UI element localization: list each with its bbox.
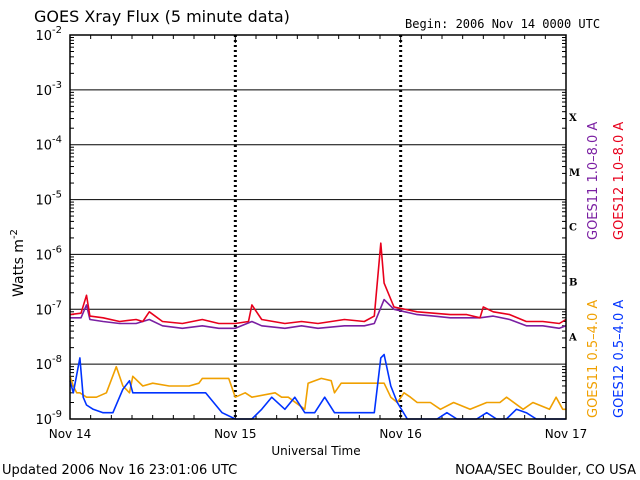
y-tick-label: 10-7 bbox=[35, 299, 62, 318]
y-tick-base: 10 bbox=[35, 194, 52, 209]
y-tick-exponent: -2 bbox=[52, 25, 62, 36]
y-tick-labels: 10-210-310-410-510-610-710-810-9 bbox=[35, 25, 62, 428]
y-tick-base: 10 bbox=[35, 84, 52, 99]
y-tick-base: 10 bbox=[35, 29, 52, 44]
y-tick-base: 10 bbox=[35, 248, 52, 263]
flare-class-label: X bbox=[569, 113, 577, 124]
begin-label: Begin: 2006 Nov 14 0000 UTC bbox=[405, 17, 600, 31]
y-tick-base: 10 bbox=[35, 358, 52, 373]
plot-frame bbox=[69, 34, 567, 420]
flare-class-label: B bbox=[569, 278, 577, 289]
x-tick-labels: Nov 14 Nov 15 Nov 16 Nov 17 bbox=[49, 427, 588, 441]
y-tick-exponent: -8 bbox=[52, 354, 62, 365]
flare-class-label: M bbox=[569, 168, 580, 179]
x-axis-label: Universal Time bbox=[271, 444, 360, 458]
legend-entry: GOES11 1.0–8.0 A bbox=[586, 122, 601, 240]
y-tick-label: 10-4 bbox=[35, 135, 62, 154]
credit-text: NOAA/SEC Boulder, CO USA bbox=[455, 463, 636, 478]
y-tick-exponent: -6 bbox=[52, 244, 62, 255]
legend-entry: GOES12 0.5–4.0 A bbox=[612, 300, 627, 418]
flare-class-label: C bbox=[569, 223, 577, 234]
y-axis-label: Watts m-2 bbox=[9, 229, 27, 297]
y-tick-label: 10-5 bbox=[35, 190, 62, 209]
x-tick-label: Nov 17 bbox=[545, 427, 588, 441]
y-tick-exponent: -3 bbox=[52, 80, 62, 91]
updated-text: Updated 2006 Nov 16 23:01:06 UTC bbox=[2, 463, 237, 478]
series-line bbox=[70, 298, 567, 330]
series-line bbox=[69, 365, 566, 411]
legend-entry: GOES12 1.0–8.0 A bbox=[612, 122, 627, 240]
y-tick-exponent: -7 bbox=[52, 299, 62, 310]
chart-title: GOES Xray Flux (5 minute data) bbox=[34, 7, 290, 26]
y-tick-exponent: -5 bbox=[52, 190, 62, 201]
y-axis-label-exponent: -2 bbox=[9, 229, 20, 239]
y-tick-label: 10-2 bbox=[35, 25, 62, 44]
y-tick-label: 10-9 bbox=[35, 409, 62, 428]
y-tick-base: 10 bbox=[35, 413, 52, 428]
x-tick-label: Nov 15 bbox=[214, 427, 257, 441]
y-tick-base: 10 bbox=[35, 139, 52, 154]
legend-entry: GOES11 0.5–4.0 A bbox=[586, 300, 601, 418]
y-tick-exponent: -4 bbox=[52, 135, 62, 146]
series-line bbox=[69, 353, 566, 420]
flare-class-labels: X M C B A bbox=[568, 113, 580, 343]
y-tick-exponent: -9 bbox=[52, 409, 62, 420]
legend: GOES11 1.0–8.0 A GOES12 1.0–8.0 A GOES11 0… bbox=[586, 122, 627, 418]
y-tick-label: 10-3 bbox=[35, 80, 62, 99]
x-tick-label: Nov 14 bbox=[49, 427, 92, 441]
plot-border bbox=[69, 34, 567, 420]
y-tick-base: 10 bbox=[35, 303, 52, 318]
series-layer bbox=[69, 242, 567, 420]
gridlines bbox=[69, 34, 567, 420]
series-line bbox=[69, 242, 567, 325]
flare-class-label: A bbox=[568, 332, 577, 343]
x-tick-label: Nov 16 bbox=[379, 427, 422, 441]
y-tick-label: 10-8 bbox=[35, 354, 62, 373]
y-tick-label: 10-6 bbox=[35, 244, 62, 263]
y-axis-label-text: Watts m bbox=[11, 239, 27, 297]
